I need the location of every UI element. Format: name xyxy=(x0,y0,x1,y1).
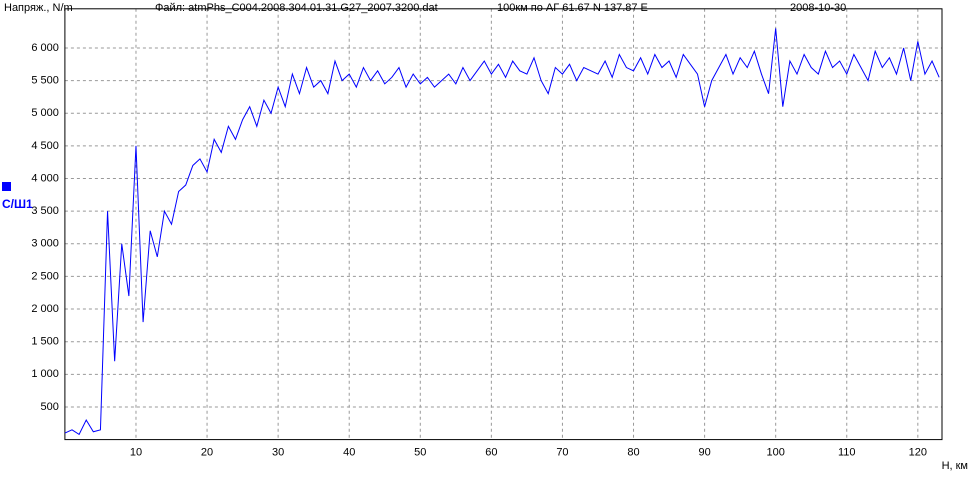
y-tick-label: 5 500 xyxy=(31,75,59,87)
y-tick-label: 2 500 xyxy=(31,270,59,282)
date: 2008-10-30 xyxy=(790,2,846,14)
y-tick-label: 3 000 xyxy=(31,238,59,250)
y-axis-label: Напряж., N/m xyxy=(4,2,73,14)
x-axis-label: Н, км xyxy=(942,460,968,472)
y-tick-label: 1 500 xyxy=(31,336,59,348)
x-tick-label: 90 xyxy=(698,447,710,459)
y-tick-label: 500 xyxy=(41,401,59,413)
x-tick-label: 60 xyxy=(485,447,497,459)
x-tick-label: 30 xyxy=(272,447,284,459)
legend-label: С/Ш1 xyxy=(2,197,33,211)
x-tick-label: 70 xyxy=(556,447,568,459)
x-tick-label: 120 xyxy=(909,447,927,459)
x-tick-label: 80 xyxy=(627,447,639,459)
y-tick-label: 6 000 xyxy=(31,42,59,54)
y-tick-label: 4 000 xyxy=(31,172,59,184)
x-tick-label: 40 xyxy=(343,447,355,459)
y-tick-label: 4 500 xyxy=(31,140,59,152)
plot-frame xyxy=(64,8,943,441)
chart-title: Файл: atmPhs_C004.2008.304.01.31.G27_200… xyxy=(155,2,438,14)
y-tick-label: 3 500 xyxy=(31,205,59,217)
x-tick-label: 20 xyxy=(201,447,213,459)
x-tick-label: 10 xyxy=(130,447,142,459)
y-tick-label: 5 000 xyxy=(31,107,59,119)
data-line xyxy=(64,28,940,436)
legend-swatch xyxy=(2,182,11,191)
y-tick-label: 1 000 xyxy=(31,368,59,380)
x-tick-label: 50 xyxy=(414,447,426,459)
location: 100км по АГ 61.67 N 137.87 E xyxy=(497,2,648,14)
x-tick-label: 110 xyxy=(838,447,856,459)
x-tick-label: 100 xyxy=(766,447,784,459)
y-tick-label: 2 000 xyxy=(31,303,59,315)
